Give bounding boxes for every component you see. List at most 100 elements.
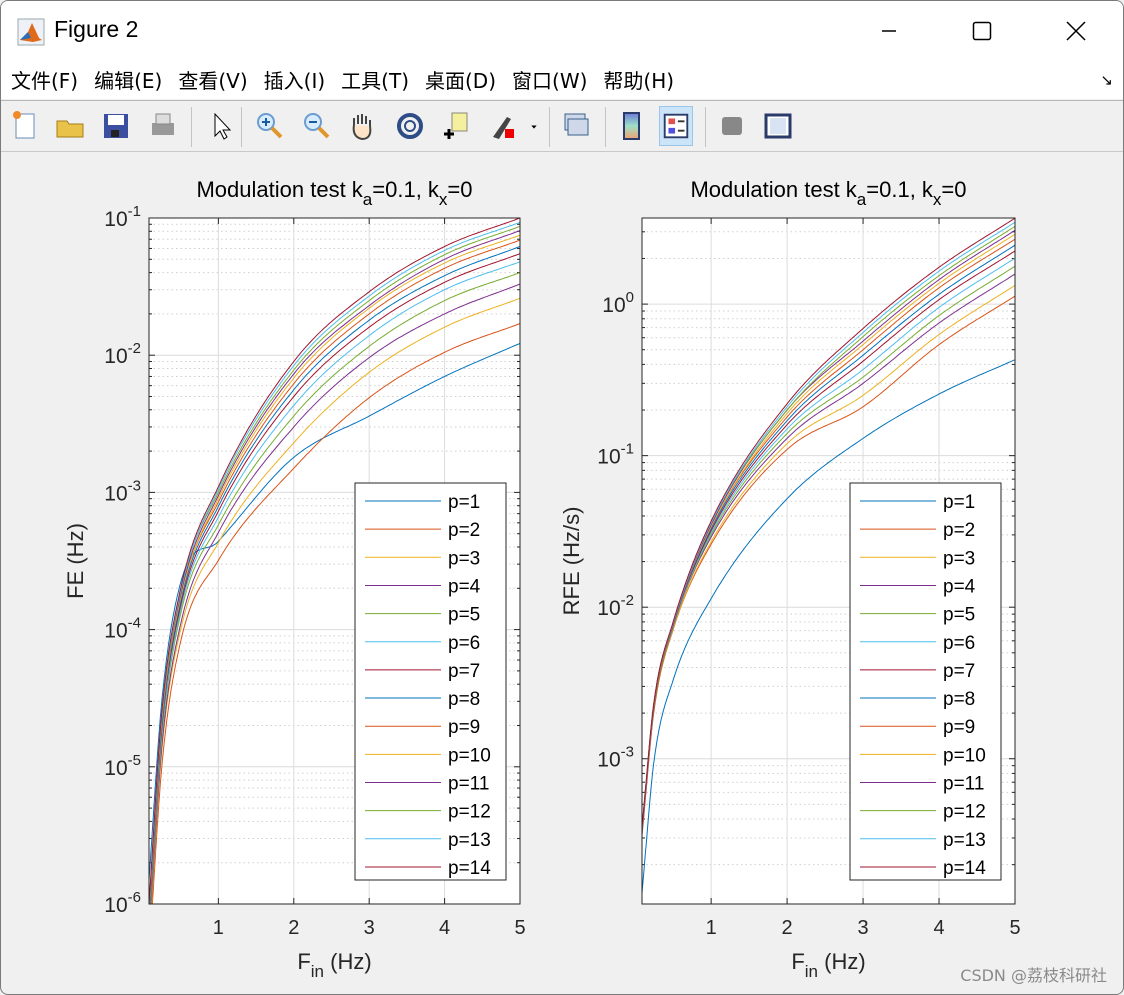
zoom-out-icon — [304, 113, 330, 139]
data-cursor-button[interactable] — [439, 106, 473, 146]
print-icon — [152, 113, 174, 135]
legend-label: p=11 — [943, 774, 984, 795]
series-line-p=2 — [151, 323, 520, 904]
y-axis-label: FE (Hz) — [63, 523, 88, 599]
colorbar-icon — [623, 112, 640, 140]
close-icon — [1066, 21, 1086, 41]
brush-dropdown-button[interactable] — [525, 106, 543, 146]
menu-item-3[interactable]: 插入(I) — [263, 68, 326, 93]
tick-base: 10 — [597, 446, 620, 469]
legend-label: p=1 — [943, 492, 975, 513]
text-run: =0 — [941, 177, 966, 202]
text-run: F — [297, 949, 310, 974]
y-tick-label: 10-4 — [104, 615, 141, 643]
show-plot-tools-icon — [764, 113, 792, 139]
legend-label: p=9 — [943, 717, 975, 738]
series-line-p=4 — [150, 283, 520, 904]
dock-arrow-icon[interactable]: ↘ — [1100, 72, 1113, 89]
watermark: CSDN @荔枝科研社 — [960, 966, 1107, 985]
y-tick-label: 10-5 — [104, 752, 141, 780]
legend[interactable]: p=1 p=2 p=3 p=4 p=5 p=6 p=7 p=8 p=9 p=10 p=11 p=12 p… — [354, 482, 507, 881]
menu-item-7[interactable]: 帮助(H) — [603, 68, 675, 93]
legend-icon — [663, 113, 689, 139]
legend-label: p=5 — [943, 605, 975, 626]
matlab-logo-icon — [17, 18, 45, 46]
minimize-button[interactable] — [866, 11, 912, 51]
maximize-icon — [972, 21, 992, 41]
rotate-3d-icon — [397, 113, 423, 139]
tick-exponent: -4 — [128, 615, 141, 632]
legend-label: p=13 — [448, 830, 491, 851]
data-cursor-icon — [444, 112, 468, 139]
tick-exponent: -3 — [621, 744, 634, 761]
tick-base: 10 — [104, 208, 127, 231]
link-plot-button[interactable] — [559, 106, 593, 146]
rotate-3d-button[interactable] — [393, 106, 427, 146]
save-button[interactable] — [99, 106, 133, 146]
legend-label: p=3 — [448, 548, 480, 569]
toolbar-separator — [191, 107, 192, 147]
text-run: =0.1, k — [372, 177, 440, 202]
print-button[interactable] — [146, 106, 180, 146]
tick-exponent: -1 — [621, 441, 634, 458]
legend-label: p=2 — [448, 520, 480, 541]
menu-item-1[interactable]: 编辑(E) — [94, 68, 163, 93]
zoom-in-button[interactable] — [253, 106, 287, 146]
pointer-button[interactable] — [204, 106, 238, 146]
x-tick-label: 2 — [288, 917, 299, 939]
y-tick-label: 10-1 — [597, 441, 634, 469]
tick-exponent: -1 — [128, 203, 141, 220]
subscript: x — [439, 190, 448, 209]
legend-label: p=10 — [448, 745, 491, 766]
legend-label: p=13 — [943, 830, 986, 851]
legend[interactable]: p=1 p=2 p=3 p=4 p=5 p=6 p=7 p=8 p=9 p=10 p=11 p=12 p… — [849, 482, 1002, 881]
text-run: (Hz) — [324, 949, 372, 974]
pan-hand-button[interactable] — [346, 106, 380, 146]
menu-item-0[interactable]: 文件(F) — [11, 68, 79, 93]
legend-label: p=14 — [448, 858, 491, 879]
brush-button[interactable] — [485, 106, 519, 146]
y-tick-label: 10-2 — [597, 592, 634, 620]
subscript: a — [857, 190, 867, 209]
zoom-in-icon — [257, 113, 283, 139]
series-line-p=14 — [642, 218, 1015, 828]
axes-box — [641, 217, 1016, 905]
x-tick-label: 4 — [439, 917, 450, 939]
toolbar-separator — [605, 107, 606, 147]
maximize-button[interactable] — [959, 11, 1005, 51]
menu-item-6[interactable]: 窗口(W) — [512, 68, 588, 93]
y-tick-label: 10-2 — [104, 340, 141, 368]
hide-plot-tools-button[interactable] — [715, 106, 749, 146]
tick-base: 10 — [104, 482, 127, 505]
tick-exponent: -2 — [128, 340, 141, 357]
show-plot-tools-button[interactable] — [761, 106, 795, 146]
series-group — [149, 218, 520, 904]
legend-label: p=5 — [448, 605, 480, 626]
legend-button[interactable] — [659, 106, 693, 146]
legend-label: p=8 — [943, 689, 975, 710]
legend-label: p=6 — [943, 633, 975, 654]
legend-label: p=10 — [943, 745, 986, 766]
legend-label: p=11 — [448, 774, 489, 795]
legend-label: p=2 — [943, 520, 975, 541]
subscript: in — [311, 962, 324, 981]
y-tick-label: 10-1 — [104, 203, 141, 231]
zoom-out-button[interactable] — [300, 106, 334, 146]
subscript: x — [933, 190, 942, 209]
new-figure-icon — [13, 111, 35, 139]
close-button[interactable] — [1053, 11, 1099, 51]
y-tick-label: 10-3 — [597, 744, 634, 772]
axes-1: 1 2 3 4 510-610-510-410-310-210-1Modulation … — [63, 177, 526, 981]
colorbar-button[interactable] — [615, 106, 649, 146]
new-figure-button[interactable] — [9, 106, 43, 146]
series-group — [642, 218, 1015, 894]
chart-title: Modulation test ka=0.1, kx=0 — [690, 177, 966, 209]
menu-item-2[interactable]: 查看(V) — [178, 68, 248, 93]
menu-item-5[interactable]: 桌面(D) — [425, 68, 497, 93]
legend-label: p=4 — [943, 576, 976, 597]
legend-label: p=6 — [448, 633, 480, 654]
menu-item-4[interactable]: 工具(T) — [341, 68, 409, 93]
y-axis-label: RFE (Hz/s) — [559, 507, 584, 616]
open-file-button[interactable] — [53, 106, 87, 146]
